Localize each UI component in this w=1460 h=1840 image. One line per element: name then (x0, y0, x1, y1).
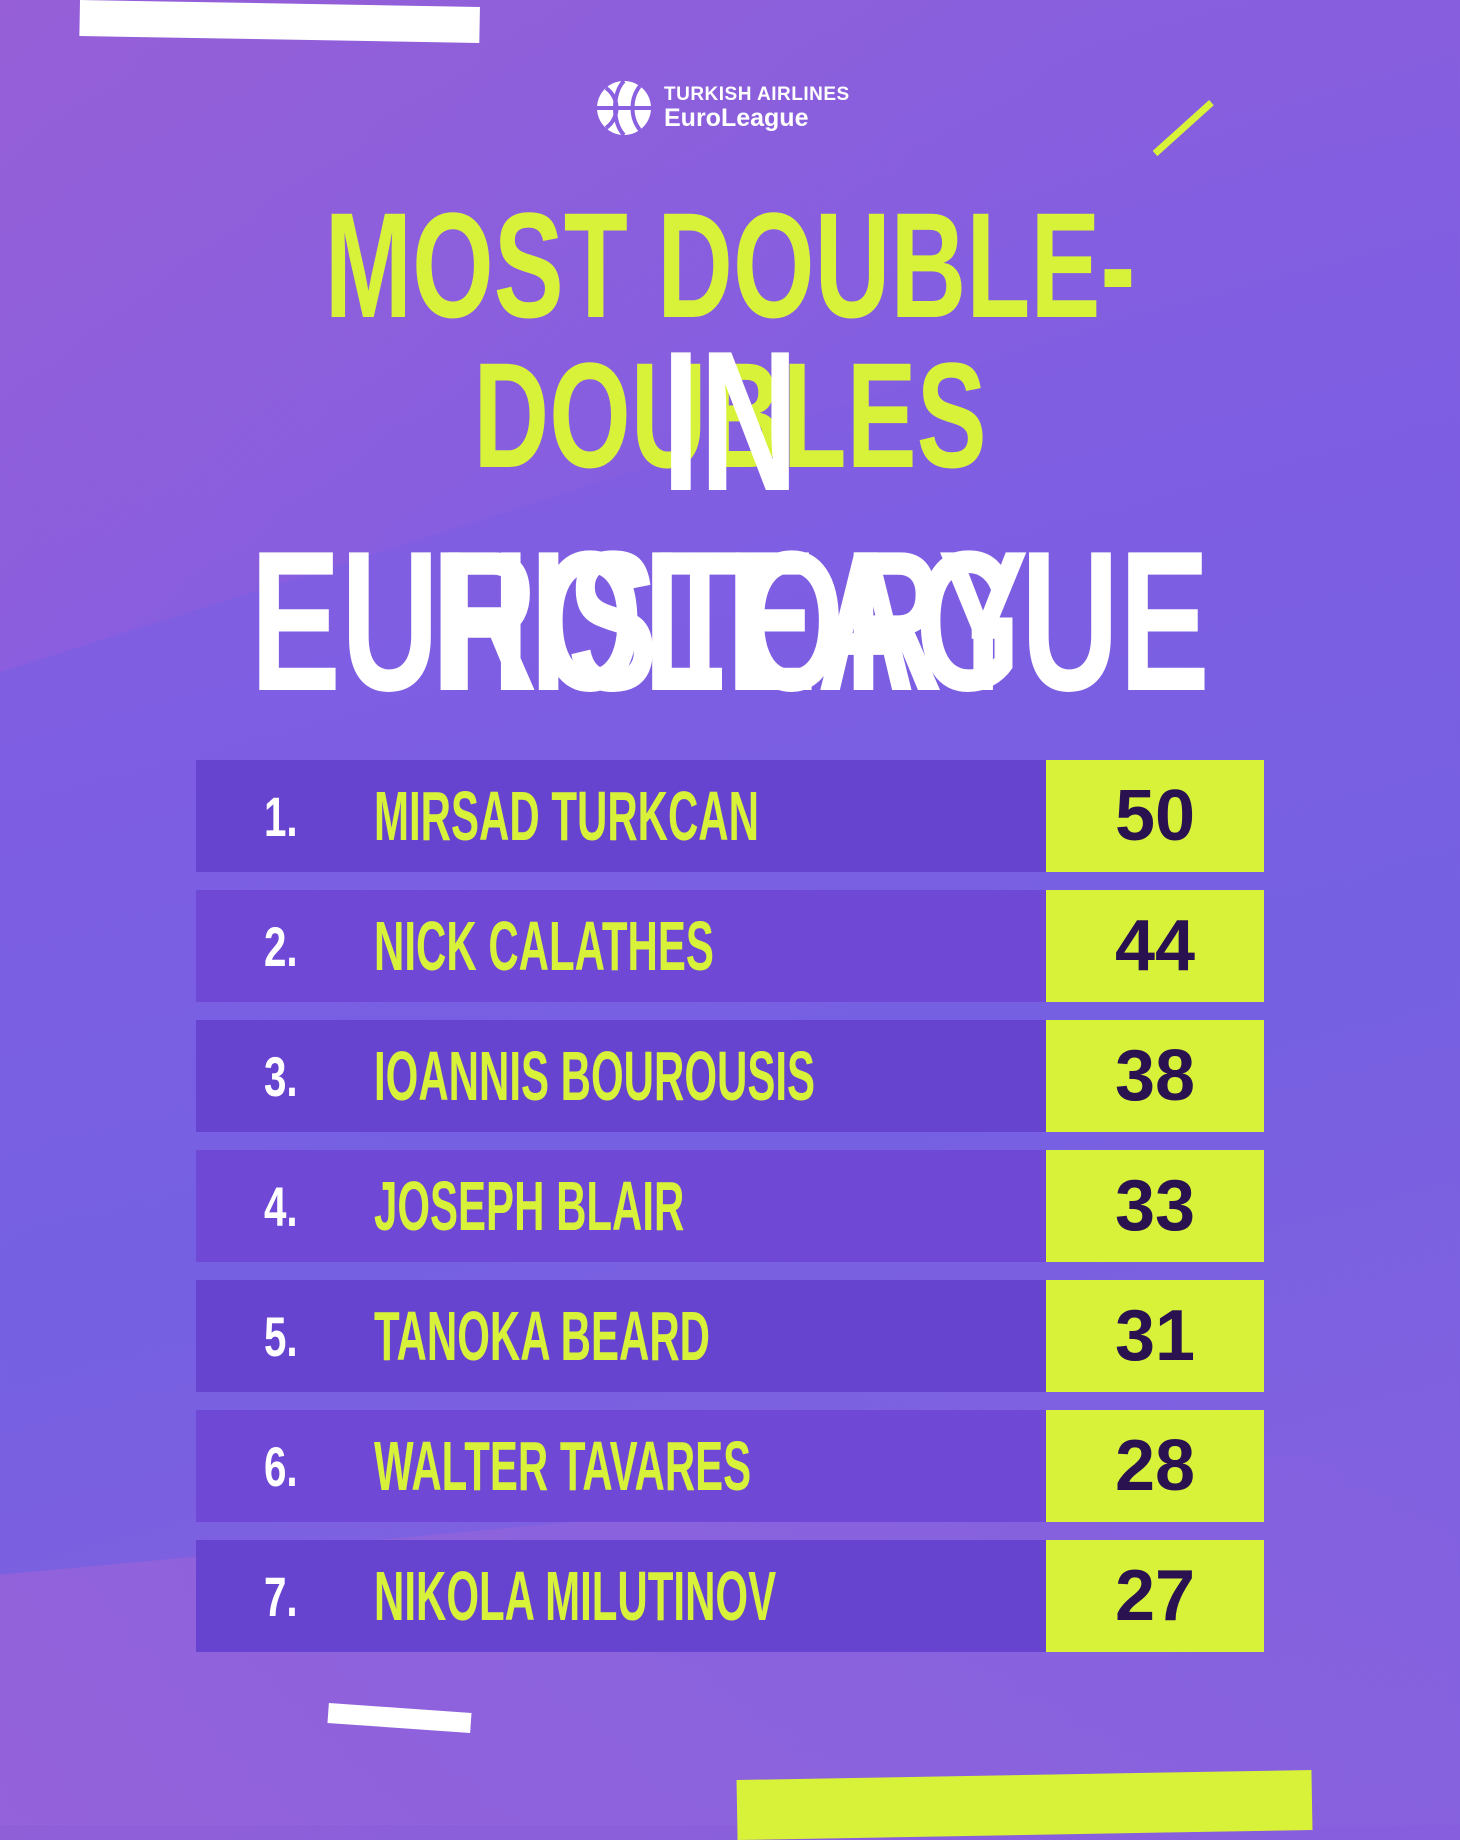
value-cell: 28 (1046, 1410, 1264, 1522)
rank-number: 3. (264, 1044, 298, 1108)
rank-number: 2. (264, 914, 298, 978)
decorative-white-bar-bottom (327, 1703, 472, 1733)
double-doubles-value: 38 (1114, 1036, 1196, 1116)
decorative-white-bar-top (79, 0, 480, 43)
value-cell: 33 (1046, 1150, 1264, 1262)
double-doubles-value: 27 (1114, 1556, 1196, 1636)
value-cell: 27 (1046, 1540, 1264, 1652)
logo-text: TURKISH AIRLINES EuroLeague (664, 85, 850, 131)
double-doubles-value: 50 (1114, 776, 1196, 856)
ranking-row-body: 6. WALTER TAVARES (196, 1410, 1046, 1522)
value-cell: 50 (1046, 760, 1264, 872)
logo-league: EuroLeague (664, 104, 809, 132)
ranking-row: 3. IOANNIS BOUROUSIS 38 (196, 1020, 1264, 1132)
euroleague-logo: TURKISH AIRLINES EuroLeague (594, 78, 850, 138)
rank-number: 6. (264, 1434, 298, 1498)
double-doubles-value: 28 (1114, 1426, 1196, 1506)
ranking-row-body: 4. JOSEPH BLAIR (196, 1150, 1046, 1262)
headline-line-2: IN EUROLEAGUE (0, 322, 1460, 722)
ranking-table: 1. MIRSAD TURKCAN 50 2. NICK CALATHES 44… (196, 760, 1264, 1670)
ranking-row: 4. JOSEPH BLAIR 33 (196, 1150, 1264, 1262)
value-cell: 31 (1046, 1280, 1264, 1392)
ranking-row-body: 3. IOANNIS BOUROUSIS (196, 1020, 1046, 1132)
value-cell: 38 (1046, 1020, 1264, 1132)
value-cell: 44 (1046, 890, 1264, 1002)
ranking-row-body: 5. TANOKA BEARD (196, 1280, 1046, 1392)
decorative-lime-bar-bottom (736, 1769, 1313, 1840)
player-name: IOANNIS BOUROUSIS (374, 1037, 816, 1115)
headline-line-2-text: IN EUROLEAGUE (250, 310, 1210, 733)
ranking-row: 5. TANOKA BEARD 31 (196, 1280, 1264, 1392)
headline-line-1: MOST DOUBLE-DOUBLES (0, 190, 1460, 490)
basketball-logo-icon (597, 79, 651, 137)
double-doubles-value: 44 (1114, 906, 1196, 986)
headline-line-3: HISTORY (0, 522, 1460, 722)
ranking-row: 2. NICK CALATHES 44 (196, 890, 1264, 1002)
ranking-row-body: 2. NICK CALATHES (196, 890, 1046, 1002)
ranking-row: 1. MIRSAD TURKCAN 50 (196, 760, 1264, 872)
player-name: JOSEPH BLAIR (374, 1167, 685, 1245)
logo-sponsor: TURKISH AIRLINES (664, 84, 850, 105)
headline-line-1-text: MOST DOUBLE-DOUBLES (324, 181, 1136, 499)
ranking-row-body: 7. NIKOLA MILUTINOV (196, 1540, 1046, 1652)
rank-number: 7. (264, 1564, 298, 1628)
ranking-row: 6. WALTER TAVARES 28 (196, 1410, 1264, 1522)
rank-number: 4. (264, 1174, 298, 1238)
ranking-row: 7. NIKOLA MILUTINOV 27 (196, 1540, 1264, 1652)
rank-number: 1. (264, 784, 298, 848)
rank-number: 5. (264, 1304, 298, 1368)
player-name: MIRSAD TURKCAN (374, 777, 759, 855)
double-doubles-value: 33 (1114, 1166, 1196, 1246)
player-name: NIKOLA MILUTINOV (374, 1557, 777, 1635)
decorative-lime-slash (1152, 100, 1214, 157)
player-name: NICK CALATHES (374, 907, 714, 985)
player-name: WALTER TAVARES (374, 1427, 752, 1505)
headline-line-3-text: HISTORY (431, 510, 1029, 733)
player-name: TANOKA BEARD (374, 1297, 710, 1375)
ranking-row-body: 1. MIRSAD TURKCAN (196, 760, 1046, 872)
double-doubles-value: 31 (1114, 1296, 1196, 1376)
